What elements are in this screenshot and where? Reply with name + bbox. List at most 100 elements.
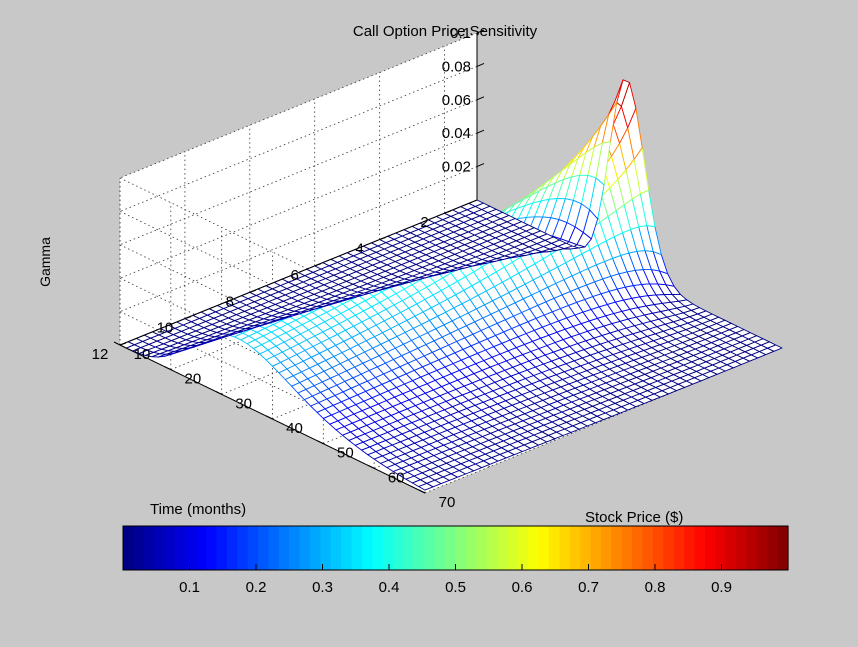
x-tick-label: 10 <box>134 346 151 363</box>
z-tick <box>476 96 485 101</box>
colorbar-tick-label: 0.5 <box>445 579 466 596</box>
colorbar-cell <box>507 526 519 570</box>
colorbar-cell <box>133 526 145 570</box>
y-tick-label: 4 <box>355 241 363 258</box>
colorbar-tick-label: 0.1 <box>179 579 200 596</box>
colorbar-cell <box>642 526 654 570</box>
x-tick <box>164 366 172 371</box>
colorbar-cell <box>652 526 664 570</box>
surface-mesh <box>119 79 783 491</box>
colorbar-cell <box>621 526 633 570</box>
colorbar-cell <box>486 526 498 570</box>
colorbar-cell <box>351 526 363 570</box>
z-tick-label: 0.1 <box>450 25 471 42</box>
z-tick-label: 0.04 <box>442 125 471 142</box>
colorbar-cell <box>736 526 748 570</box>
colorbar-tick-label: 0.2 <box>246 579 267 596</box>
y-tick <box>444 210 451 214</box>
colorbar-ticks: 0.1 0.2 0.3 0.4 0.5 0.6 0.7 0.8 0.9 <box>179 564 732 596</box>
colorbar-cell <box>445 526 457 570</box>
colorbar-cells <box>123 526 789 570</box>
colorbar-cell <box>465 526 477 570</box>
x-tick <box>317 440 324 445</box>
colorbar: 0.1 0.2 0.3 0.4 0.5 0.6 0.7 0.8 0.9 <box>122 525 789 596</box>
x-tick <box>266 415 273 420</box>
grid-line <box>119 99 478 246</box>
colorbar-cell <box>310 526 322 570</box>
colorbar-tick-label: 0.6 <box>512 579 533 596</box>
y-tick <box>314 263 321 267</box>
z-tick <box>476 129 485 134</box>
colorbar-cell <box>289 526 301 570</box>
y-tick <box>249 289 256 293</box>
colorbar-cell <box>413 526 425 570</box>
colorbar-cell <box>663 526 675 570</box>
z-tick <box>476 29 485 34</box>
colorbar-cell <box>600 526 612 570</box>
x-tick-label: 40 <box>286 420 303 437</box>
y-tick <box>379 237 386 241</box>
colorbar-cell <box>756 526 768 570</box>
x-tick-label: 30 <box>235 395 252 412</box>
colorbar-tick-label: 0.9 <box>711 579 732 596</box>
colorbar-cell <box>372 526 384 570</box>
colorbar-cell <box>123 526 134 570</box>
colorbar-cell <box>185 526 197 570</box>
y-tick <box>184 316 192 320</box>
grid-line <box>424 347 783 494</box>
colorbar-cell <box>559 526 571 570</box>
colorbar-tick-label: 0.4 <box>379 579 400 596</box>
grid-line <box>119 166 478 312</box>
axis-edge <box>119 199 478 346</box>
colorbar-cell <box>393 526 405 570</box>
colorbar-cell <box>299 526 311 570</box>
colorbar-cell <box>580 526 592 570</box>
colorbar-cell <box>278 526 290 570</box>
colorbar-cell <box>247 526 259 570</box>
colorbar-cell <box>569 526 581 570</box>
colorbar-cell <box>704 526 716 570</box>
x-tick <box>418 489 426 494</box>
z-tick-label: 0.02 <box>442 159 471 176</box>
x-tick-label: 60 <box>388 469 405 486</box>
colorbar-cell <box>684 526 696 570</box>
colorbar-cell <box>673 526 685 570</box>
z-tick <box>476 62 485 67</box>
colorbar-cell <box>320 526 332 570</box>
x-tick <box>367 464 375 469</box>
colorbar-cell <box>341 526 353 570</box>
axes-3d: 0.02 0.04 0.06 0.08 0.1 2 4 6 8 10 12 10 20 30 40 50 60 7… <box>92 25 783 511</box>
colorbar-cell <box>455 526 467 570</box>
y-tick-label: 6 <box>291 267 299 284</box>
colorbar-cell <box>268 526 280 570</box>
x-tick-label: 20 <box>184 371 201 388</box>
back-wall-y <box>120 33 477 345</box>
x-tick-label: 70 <box>439 494 456 511</box>
colorbar-tick-label: 0.3 <box>312 579 333 596</box>
grid-line <box>170 224 528 371</box>
colorbar-cell <box>476 526 488 570</box>
colorbar-cell <box>434 526 446 570</box>
grid-line <box>119 32 478 179</box>
colorbar-cell <box>528 526 540 570</box>
colorbar-cell <box>154 526 166 570</box>
colorbar-cell <box>517 526 529 570</box>
y-tick <box>119 342 127 346</box>
colorbar-cell <box>611 526 623 570</box>
colorbar-cell <box>590 526 602 570</box>
x-tick <box>215 390 222 395</box>
colorbar-cell <box>497 526 509 570</box>
colorbar-cell <box>715 526 727 570</box>
colorbar-cell <box>694 526 706 570</box>
colorbar-cell <box>330 526 342 570</box>
colorbar-cell <box>143 526 155 570</box>
colorbar-cell <box>403 526 415 570</box>
colorbar-cell <box>164 526 176 570</box>
x-tick <box>113 341 121 346</box>
axis-ticks: 0.02 0.04 0.06 0.08 0.1 2 4 6 8 10 12 10 20 30 40 50 60 7… <box>92 25 485 511</box>
colorbar-cell <box>538 526 550 570</box>
x-axis-label: Stock Price ($) <box>585 509 683 526</box>
colorbar-cell <box>237 526 249 570</box>
y-axis-label: Time (months) <box>150 501 246 518</box>
